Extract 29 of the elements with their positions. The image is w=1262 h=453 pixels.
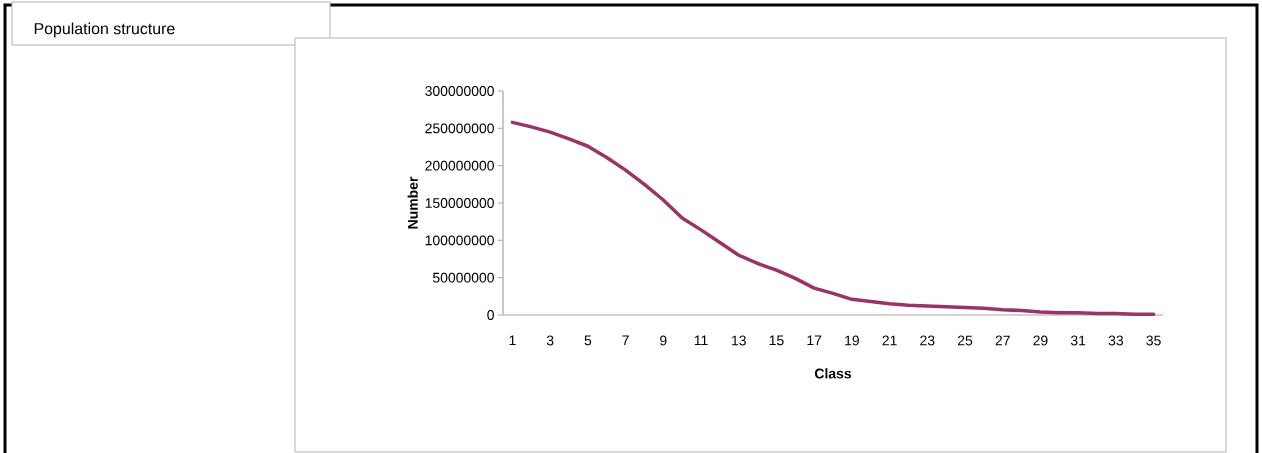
x-axis-title: Class xyxy=(814,368,852,379)
x-tick-label: 9 xyxy=(660,335,667,346)
line-series xyxy=(510,120,1156,316)
y-tick-label: 200000000 xyxy=(425,160,494,171)
x-tick-label: 21 xyxy=(882,335,897,346)
x-tick-label: 5 xyxy=(584,335,592,346)
x-tick-label: 29 xyxy=(1033,335,1048,346)
x-tick-label: 15 xyxy=(769,335,784,346)
x-tick-label: 23 xyxy=(920,335,935,346)
x-tick-label: 33 xyxy=(1108,335,1123,346)
x-tick-label: 13 xyxy=(732,335,746,346)
x-tick-label: 27 xyxy=(995,335,1010,346)
x-tick-label: 7 xyxy=(622,335,629,346)
y-tick-label: 250000000 xyxy=(425,123,494,134)
x-tick-label: 31 xyxy=(1070,335,1086,346)
x-tick-label: 11 xyxy=(694,335,708,346)
y-tick-label: 100000000 xyxy=(425,235,494,246)
x-tick-label: 3 xyxy=(546,335,554,346)
x-tick-label: 19 xyxy=(845,335,859,346)
y-tick-label: 300000000 xyxy=(425,86,494,96)
y-axis-title: Number xyxy=(407,176,418,229)
x-tick-label: 1 xyxy=(509,335,516,346)
y-tick-label: 0 xyxy=(487,310,494,320)
x-tick-label: 25 xyxy=(957,335,973,346)
x-tick-label: 35 xyxy=(1146,335,1161,346)
y-tick-label: 150000000 xyxy=(425,198,494,208)
x-tick-label: 17 xyxy=(807,335,822,346)
y-tick-label: 50000000 xyxy=(433,272,494,283)
text: Population structure xyxy=(34,22,175,38)
